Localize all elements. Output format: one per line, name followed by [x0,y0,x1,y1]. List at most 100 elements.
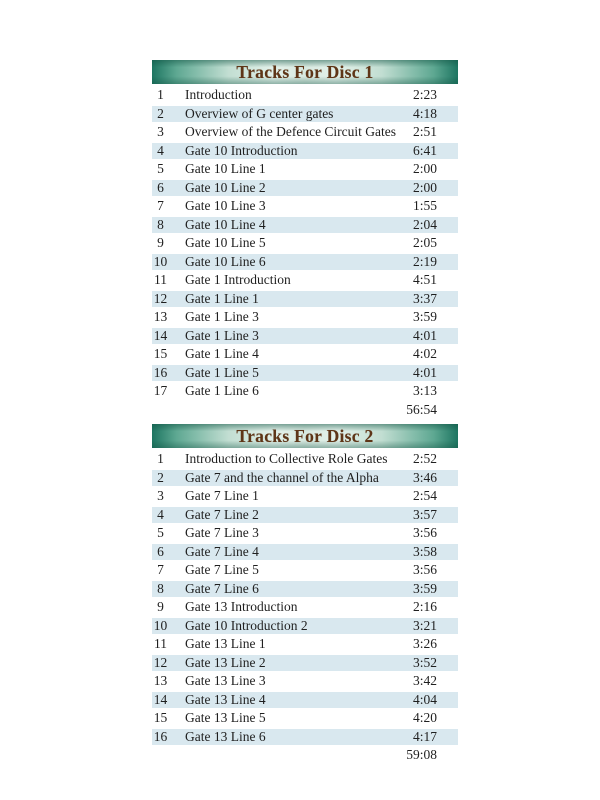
track-number: 4 [157,142,164,158]
track-duration: 2:04 [412,216,437,232]
track-duration: 1:55 [412,198,437,213]
track-row: 17 Gate 1 Line 6 3:13 [152,383,458,400]
track-row: 9 Gate 10 Line 5 2:05 [152,235,458,252]
track-title: Gate 1 Line 5 [185,364,259,380]
disc-1-header-bar: Tracks For Disc 1 [152,60,458,84]
track-number: 11 [154,636,167,651]
track-number: 5 [157,525,164,540]
track-number: 2 [157,105,164,121]
track-number: 16 [153,364,168,380]
track-number: 12 [153,654,168,670]
track-row: 16 Gate 1 Line 5 4:01 [152,364,458,381]
track-duration: 3:59 [412,580,437,596]
track-row: 15 Gate 13 Line 5 4:20 [152,710,458,727]
track-duration: 3:56 [412,525,437,540]
track-title: Gate 10 Introduction 2 [185,617,308,633]
track-number: 16 [153,728,168,744]
track-title: Gate 1 Line 4 [185,346,259,361]
track-duration: 2:00 [412,161,437,176]
track-title: Gate 13 Line 5 [185,710,266,725]
track-duration: 3:46 [412,469,437,485]
track-number: 9 [157,599,164,614]
track-number: 15 [153,346,168,361]
track-title: Gate 13 Line 1 [185,636,266,651]
track-title: Gate 7 Line 1 [185,488,259,503]
track-duration: 2:00 [412,179,437,195]
track-title: Introduction [185,87,252,102]
track-number: 3 [157,124,164,139]
disc-1-section: Tracks For Disc 1 1 Introduction 2:23 2 … [152,60,458,418]
track-row: 8 Gate 10 Line 4 2:04 [152,216,458,233]
track-row: 3 Overview of the Defence Circuit Gates … [152,124,458,141]
track-row: 2 Overview of G center gates 4:18 [152,105,458,122]
track-number: 14 [153,327,168,343]
track-number: 9 [157,235,164,250]
track-title: Gate 1 Line 6 [185,383,259,398]
track-title: Gate 13 Introduction [185,599,298,614]
track-row: 10 Gate 10 Introduction 2 3:21 [152,617,458,634]
track-title: Gate 13 Line 4 [185,691,266,707]
track-number: 12 [153,290,168,306]
track-title: Gate 7 Line 5 [185,562,259,577]
track-row: 4 Gate 7 Line 2 3:57 [152,506,458,523]
track-row: 11 Gate 13 Line 1 3:26 [152,636,458,653]
track-row: 2 Gate 7 and the channel of the Alpha 3:… [152,469,458,486]
track-title: Gate 13 Line 2 [185,654,266,670]
track-duration: 2:51 [412,124,437,139]
track-duration: 3:26 [412,636,437,651]
track-number: 13 [153,673,168,688]
track-number: 6 [157,543,164,559]
track-title: Gate 10 Line 6 [185,253,266,269]
track-title: Introduction to Collective Role Gates [185,451,388,466]
track-number: 7 [157,198,164,213]
track-duration: 3:42 [412,673,437,688]
track-title: Overview of the Defence Circuit Gates [185,124,397,139]
track-row: 15 Gate 1 Line 4 4:02 [152,346,458,363]
track-row: 3 Gate 7 Line 1 2:54 [152,488,458,505]
track-duration: 4:17 [412,728,437,744]
track-number: 8 [157,580,164,596]
track-duration: 2:16 [412,599,437,614]
track-duration: 4:04 [412,691,437,707]
track-row: 6 Gate 10 Line 2 2:00 [152,179,458,196]
track-title: Gate 10 Line 3 [185,198,266,213]
disc-1-total-time: 56:54 [406,401,437,417]
track-rows: 1 Introduction to Collective Role Gates … [152,451,458,745]
track-row: 10 Gate 10 Line 6 2:19 [152,253,458,270]
track-row: 8 Gate 7 Line 6 3:59 [152,580,458,597]
disc-1-total-row: 56:54 [152,402,458,419]
track-number: 2 [157,469,164,485]
track-title: Gate 7 Line 4 [185,543,259,559]
track-number: 15 [153,710,168,725]
track-duration: 4:51 [412,272,437,287]
track-number: 8 [157,216,164,232]
track-title: Gate 10 Line 1 [185,161,266,176]
track-title: Gate 7 Line 3 [185,525,259,540]
disc-2-total-time: 59:08 [406,747,437,762]
track-row: 16 Gate 13 Line 6 4:17 [152,728,458,745]
track-duration: 2:19 [412,253,437,269]
track-row: 14 Gate 1 Line 3 4:01 [152,327,458,344]
track-row: 6 Gate 7 Line 4 3:58 [152,543,458,560]
track-row: 1 Introduction to Collective Role Gates … [152,451,458,468]
track-duration: 4:18 [412,105,437,121]
track-row: 14 Gate 13 Line 4 4:04 [152,691,458,708]
track-number: 1 [157,87,164,102]
track-duration: 4:02 [412,346,437,361]
disc-2-title: Tracks For Disc 2 [236,425,374,446]
track-duration: 3:58 [412,543,437,559]
track-duration: 3:56 [412,562,437,577]
disc-2-total-row: 59:08 [152,747,458,764]
track-row: 13 Gate 13 Line 3 3:42 [152,673,458,690]
track-title: Overview of G center gates [185,105,334,121]
track-duration: 4:01 [412,327,437,343]
track-row: 1 Introduction 2:23 [152,87,458,104]
track-title: Gate 1 Line 3 [185,309,259,324]
track-number: 5 [157,161,164,176]
track-row: 5 Gate 10 Line 1 2:00 [152,161,458,178]
track-row: 7 Gate 10 Line 3 1:55 [152,198,458,215]
track-duration: 4:01 [412,364,437,380]
track-title: Gate 1 Introduction [185,272,291,287]
track-duration: 3:59 [412,309,437,324]
